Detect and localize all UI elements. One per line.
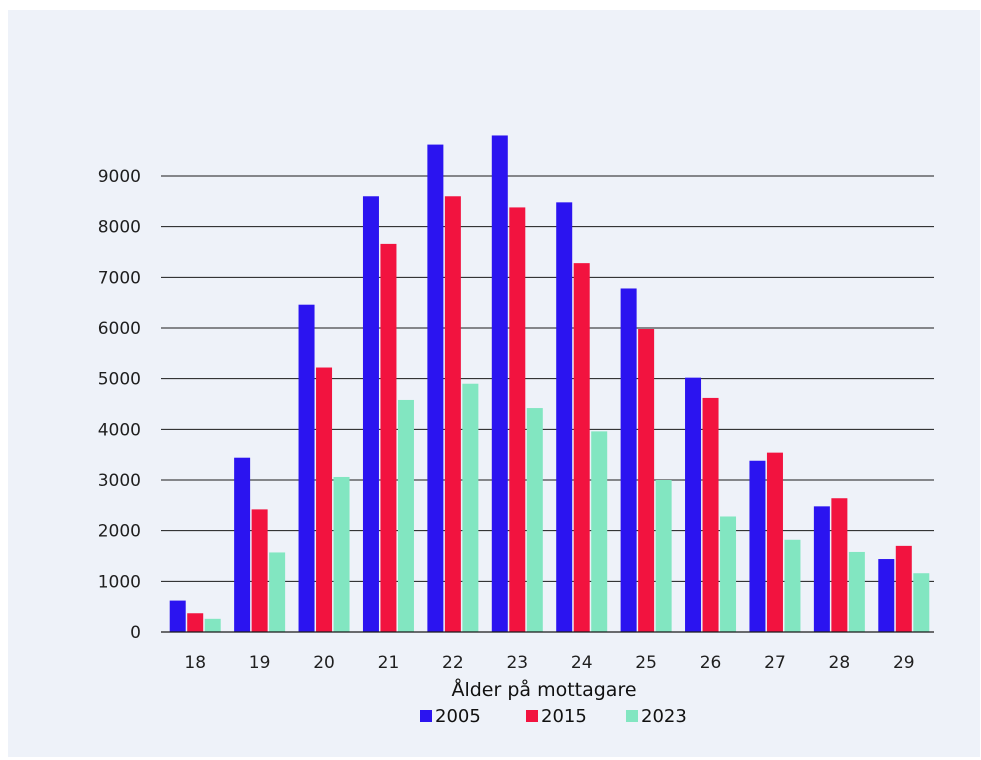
gridlines xyxy=(161,175,934,582)
bar-2005-age-25 xyxy=(620,288,637,632)
x-tick-label: 19 xyxy=(249,653,271,673)
x-tick-label: 29 xyxy=(893,653,915,673)
bar-2023-age-20 xyxy=(333,476,350,632)
bars xyxy=(169,135,930,633)
bar-2023-age-25 xyxy=(655,480,672,632)
legend-swatch-2023 xyxy=(626,710,638,722)
bar-2015-age-29 xyxy=(895,545,912,632)
bar-2023-age-23 xyxy=(526,408,543,632)
bar-2023-age-19 xyxy=(269,552,286,632)
bar-2005-age-27 xyxy=(749,460,766,632)
bar-2015-age-23 xyxy=(509,207,526,632)
y-tick-label: 2000 xyxy=(98,522,141,542)
bar-2023-age-26 xyxy=(720,516,737,632)
x-tick-label: 27 xyxy=(764,653,786,673)
bar-2005-age-26 xyxy=(685,377,702,632)
bar-2023-age-29 xyxy=(913,573,930,632)
x-tick-label: 18 xyxy=(184,653,206,673)
bar-2015-age-24 xyxy=(573,263,590,632)
bar-2015-age-25 xyxy=(638,329,655,632)
chart-panel: 0 1000 2000 3000 4000 5000 6000 7000 8000 9000 18… xyxy=(8,10,980,757)
x-tick-label: 23 xyxy=(506,653,528,673)
x-tick-label: 22 xyxy=(442,653,464,673)
y-tick-label: 3000 xyxy=(98,471,141,491)
bar-2005-age-18 xyxy=(169,600,186,632)
bar-2015-age-22 xyxy=(444,196,461,632)
x-axis-title: Ålder på mottagare xyxy=(451,678,636,701)
bar-2015-age-21 xyxy=(380,243,397,633)
bar-2023-age-28 xyxy=(848,551,865,632)
bar-2015-age-26 xyxy=(702,397,719,632)
bar-2005-age-29 xyxy=(878,559,895,632)
bar-2023-age-22 xyxy=(462,383,479,632)
bar-2023-age-18 xyxy=(204,618,221,632)
bar-2023-age-27 xyxy=(784,539,801,632)
y-axis-ticks: 0 1000 2000 3000 4000 5000 6000 7000 8000 9000 xyxy=(98,167,141,643)
bar-2005-age-22 xyxy=(427,144,444,632)
y-tick-label: 9000 xyxy=(98,167,141,187)
legend-label-2005: 2005 xyxy=(435,706,481,727)
bar-2005-age-24 xyxy=(556,202,573,632)
bar-2005-age-23 xyxy=(491,135,508,632)
y-tick-label: 5000 xyxy=(98,370,141,390)
legend-label-2023: 2023 xyxy=(641,706,687,727)
legend: 2005 2015 2023 xyxy=(420,706,687,727)
bar-2005-age-20 xyxy=(298,304,315,632)
bar-2015-age-19 xyxy=(251,509,268,632)
y-tick-label: 0 xyxy=(130,623,141,643)
bar-2015-age-20 xyxy=(316,367,333,632)
bar-2015-age-27 xyxy=(766,452,783,632)
y-tick-label: 6000 xyxy=(98,319,141,339)
y-tick-label: 7000 xyxy=(98,268,141,288)
bar-2005-age-19 xyxy=(234,457,251,632)
x-tick-label: 21 xyxy=(378,653,400,673)
y-tick-label: 4000 xyxy=(98,420,141,440)
x-tick-label: 25 xyxy=(635,653,657,673)
x-tick-label: 20 xyxy=(313,653,335,673)
bar-2005-age-28 xyxy=(813,506,830,632)
y-tick-label: 1000 xyxy=(98,572,141,592)
bar-2023-age-21 xyxy=(397,399,414,632)
x-tick-label: 24 xyxy=(571,653,593,673)
bar-chart: 0 1000 2000 3000 4000 5000 6000 7000 8000 9000 18… xyxy=(98,135,934,727)
bar-2023-age-24 xyxy=(591,431,608,632)
bar-2015-age-18 xyxy=(187,613,204,632)
legend-swatch-2015 xyxy=(526,710,538,722)
x-tick-label: 26 xyxy=(700,653,722,673)
bar-2005-age-21 xyxy=(362,196,379,632)
legend-label-2015: 2015 xyxy=(541,706,587,727)
x-tick-label: 28 xyxy=(829,653,851,673)
y-tick-label: 8000 xyxy=(98,218,141,238)
legend-swatch-2005 xyxy=(420,710,432,722)
x-axis-ticks: 18 19 20 21 22 23 24 25 26 27 28 29 xyxy=(184,653,914,673)
bar-2015-age-28 xyxy=(831,498,848,632)
